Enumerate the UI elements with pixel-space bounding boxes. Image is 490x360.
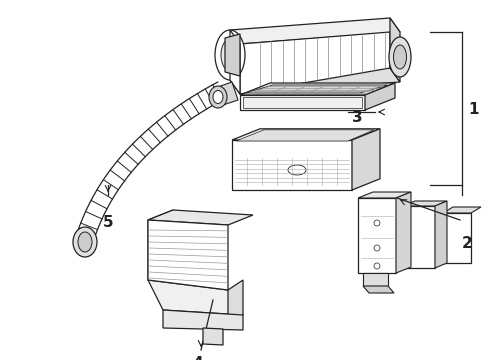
Polygon shape	[403, 206, 435, 268]
Circle shape	[374, 245, 380, 251]
Ellipse shape	[209, 86, 227, 108]
Polygon shape	[435, 201, 447, 268]
Polygon shape	[230, 68, 400, 94]
Polygon shape	[363, 286, 394, 293]
Polygon shape	[390, 18, 400, 82]
Polygon shape	[403, 201, 447, 206]
Text: 2: 2	[462, 237, 473, 252]
Polygon shape	[148, 280, 243, 315]
Polygon shape	[203, 328, 223, 345]
Polygon shape	[225, 34, 240, 76]
Polygon shape	[352, 129, 380, 190]
Polygon shape	[228, 280, 243, 325]
Circle shape	[374, 220, 380, 226]
Polygon shape	[148, 210, 253, 225]
Polygon shape	[230, 18, 400, 44]
Ellipse shape	[393, 45, 407, 69]
Ellipse shape	[213, 90, 223, 104]
Ellipse shape	[389, 37, 411, 77]
Polygon shape	[215, 82, 238, 106]
Polygon shape	[363, 273, 388, 286]
Polygon shape	[396, 192, 411, 273]
Polygon shape	[76, 82, 226, 241]
Polygon shape	[240, 95, 365, 110]
Polygon shape	[240, 32, 390, 94]
Polygon shape	[163, 310, 243, 330]
Polygon shape	[365, 83, 395, 110]
Text: 1: 1	[468, 103, 479, 117]
Polygon shape	[240, 83, 395, 95]
Polygon shape	[232, 140, 352, 190]
Polygon shape	[230, 30, 240, 94]
Ellipse shape	[73, 227, 97, 257]
Polygon shape	[358, 198, 396, 273]
Polygon shape	[443, 213, 471, 263]
Polygon shape	[243, 97, 362, 108]
Ellipse shape	[215, 30, 245, 80]
Text: 4: 4	[193, 356, 203, 360]
Text: 3: 3	[352, 111, 363, 126]
Polygon shape	[236, 130, 374, 141]
Circle shape	[374, 263, 380, 269]
Text: 5: 5	[103, 215, 113, 230]
Ellipse shape	[78, 232, 92, 252]
Polygon shape	[443, 207, 481, 213]
Polygon shape	[245, 85, 388, 93]
Polygon shape	[358, 192, 411, 198]
Ellipse shape	[221, 39, 239, 71]
Ellipse shape	[288, 165, 306, 175]
Polygon shape	[148, 210, 173, 285]
Polygon shape	[232, 129, 380, 140]
Polygon shape	[148, 220, 228, 290]
